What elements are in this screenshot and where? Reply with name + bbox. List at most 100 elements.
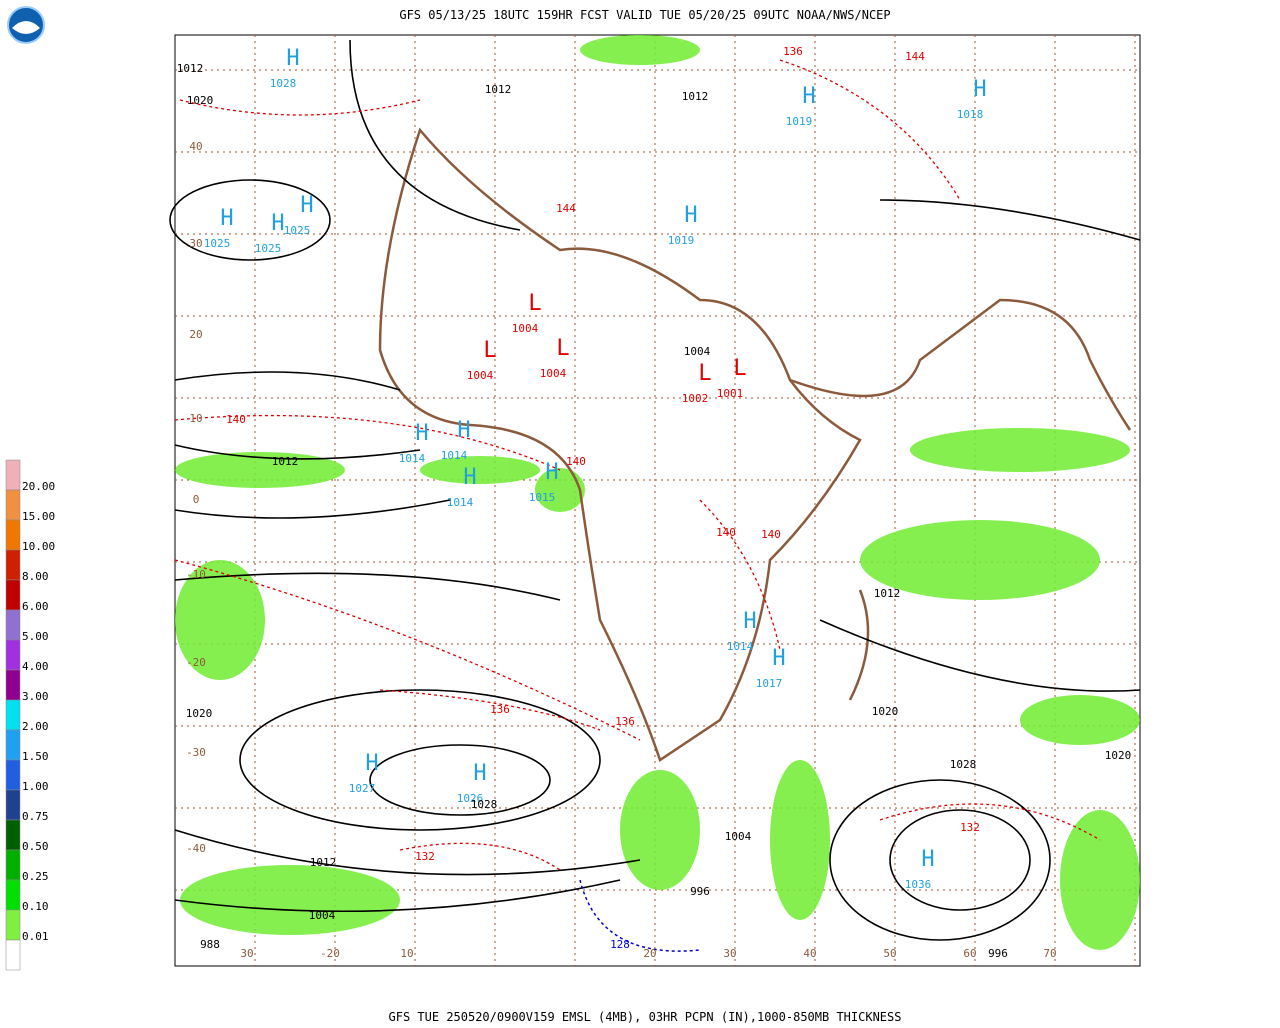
legend-swatch [5, 519, 21, 551]
legend-swatch [5, 849, 21, 881]
thickness-label: 140 [226, 413, 246, 426]
center-letter: H [300, 193, 313, 218]
legend-label: 2.00 [22, 720, 49, 733]
center-letter: H [271, 211, 284, 236]
isobar-label: 1004 [725, 830, 752, 843]
thickness-lines [174, 59, 1101, 871]
center-pressure: 1004 [540, 367, 567, 380]
thickness-128 [579, 879, 701, 952]
isobar-label: 1012 [272, 455, 299, 468]
legend-label: 5.00 [22, 630, 49, 643]
thickness-label: 132 [960, 821, 980, 834]
isobar-label: 1012 [874, 587, 901, 600]
center-letter: L [733, 356, 746, 381]
longitude-label: 10 [400, 947, 413, 960]
center-pressure: 1036 [905, 878, 932, 891]
legend-label: 15.00 [22, 510, 55, 523]
legend-swatch [5, 609, 21, 641]
map-labels: H1028H1019H1018H1025H1025H1025H1019H1014… [177, 45, 1132, 960]
center-letter: L [483, 338, 496, 363]
center-letter: H [772, 646, 785, 671]
center-pressure: 1004 [512, 322, 539, 335]
legend-label: 0.10 [22, 900, 49, 913]
legend-label: 1.50 [22, 750, 49, 763]
center-letter: H [365, 751, 378, 776]
legend-swatch [5, 669, 21, 701]
legend-label: 3.00 [22, 690, 49, 703]
isobar-label: 1020 [872, 705, 899, 718]
latitude-label: 10 [189, 412, 202, 425]
precip-legend: 20.00 15.00 10.00 8.00 6.00 5.00 4.00 3.00 2.00 1… [5, 459, 55, 971]
isobar-label: 1012 [310, 856, 337, 869]
center-pressure: 1018 [957, 108, 984, 121]
legend-swatch-none [5, 939, 21, 971]
longitude-label: 20 [643, 947, 656, 960]
legend-swatch [5, 639, 21, 671]
latitude-label: 30 [189, 237, 202, 250]
legend-label: 1.00 [22, 780, 49, 793]
center-letter: L [556, 336, 569, 361]
legend-swatch [5, 489, 21, 521]
center-pressure: 1019 [668, 234, 695, 247]
center-pressure: 1026 [457, 792, 484, 805]
center-letter: H [473, 761, 486, 786]
longitude-label: 70 [1043, 947, 1056, 960]
legend-label: 0.50 [22, 840, 49, 853]
latitude-label: -40 [186, 842, 206, 855]
center-letter: H [743, 609, 756, 634]
latitude-label: -30 [186, 746, 206, 759]
thickness-label: 136 [615, 715, 635, 728]
longitude-label: 40 [803, 947, 816, 960]
latitude-label: -20 [186, 656, 206, 669]
center-letter: L [528, 291, 541, 316]
longitude-label: -20 [320, 947, 340, 960]
legend-label: 0.01 [22, 930, 49, 943]
thickness-label: 144 [905, 50, 925, 63]
center-pressure: 1014 [441, 449, 468, 462]
thickness-label: 136 [490, 703, 510, 716]
isobar-label: 1020 [187, 94, 214, 107]
center-letter: H [921, 847, 934, 872]
center-pressure: 1014 [447, 496, 474, 509]
isobar-label: 1012 [485, 83, 512, 96]
isobar-label: 1012 [177, 62, 204, 75]
thickness-label: 140 [566, 455, 586, 468]
center-letter: H [286, 46, 299, 71]
center-letter: H [415, 421, 428, 446]
center-pressure: 1002 [682, 392, 709, 405]
legend-swatch [5, 549, 21, 581]
legend-label: 6.00 [22, 600, 49, 613]
legend-label: 4.00 [22, 660, 49, 673]
latitude-label: 0 [193, 493, 200, 506]
thickness-label: 140 [761, 528, 781, 541]
thickness-label: 132 [415, 850, 435, 863]
longitude-label: 30 [240, 947, 253, 960]
center-letter: L [698, 361, 711, 386]
center-pressure: 1025 [284, 224, 311, 237]
map-title: GFS 05/13/25 18UTC 159HR FCST VALID TUE … [399, 8, 890, 22]
isobar-label: 1028 [471, 798, 498, 811]
longitude-label: 50 [883, 947, 896, 960]
noaa-logo-bird [12, 21, 40, 34]
isobars [169, 39, 1141, 941]
longitude-label: 30 [723, 947, 736, 960]
legend-swatch [5, 759, 21, 791]
legend-label: 0.25 [22, 870, 49, 883]
legend-label: 0.75 [22, 810, 49, 823]
center-pressure: 1015 [529, 491, 556, 504]
thickness-label: 128 [610, 938, 630, 951]
center-pressure: 1014 [399, 452, 426, 465]
legend-swatch [5, 699, 21, 731]
center-pressure: 1028 [270, 77, 297, 90]
isobar-label: 1020 [186, 707, 213, 720]
center-letter: H [802, 84, 815, 109]
legend-swatch [5, 789, 21, 821]
center-letter: H [463, 465, 476, 490]
isobar-label: 996 [690, 885, 710, 898]
map-caption: GFS TUE 250520/0900V159 EMSL (4MB), 03HR… [389, 1010, 902, 1024]
isobar-label: 1020 [1105, 749, 1132, 762]
latitude-label: 20 [189, 328, 202, 341]
precip-areas [175, 35, 1140, 950]
